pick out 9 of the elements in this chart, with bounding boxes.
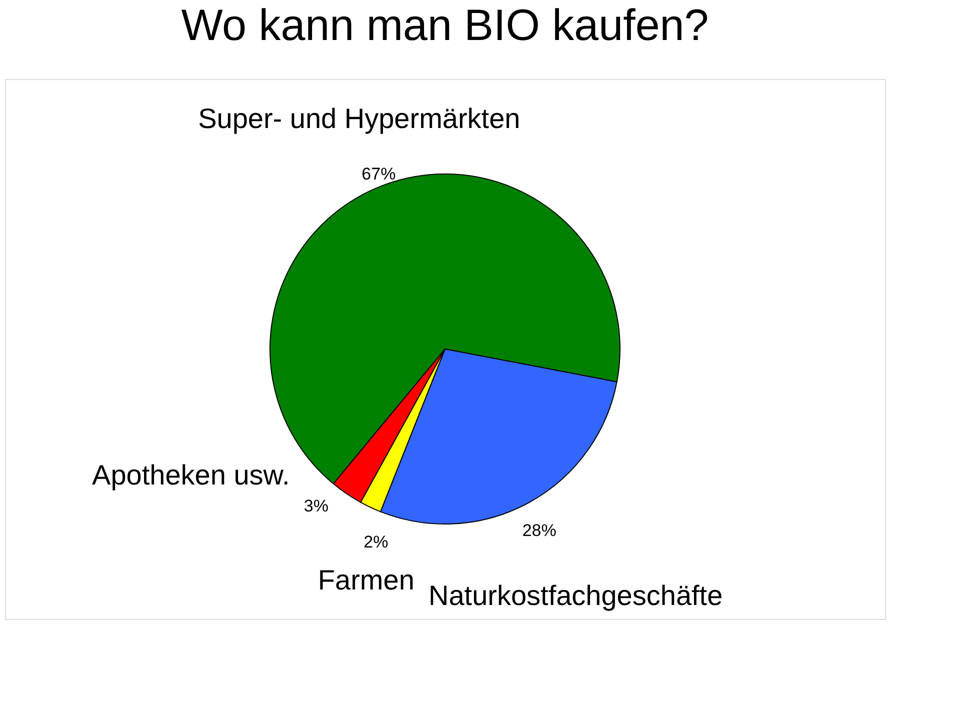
slice-label: Super- und Hypermärkten bbox=[198, 103, 520, 134]
data-label: 2% bbox=[364, 532, 388, 552]
slice-label: Naturkostfachgeschäfte bbox=[428, 580, 723, 611]
slice-label: Farmen bbox=[318, 564, 414, 596]
data-label: 28% bbox=[522, 520, 556, 540]
slice-label: Apotheken usw. bbox=[92, 460, 290, 491]
chart-title: Wo kann man BIO kaufen? bbox=[181, 1, 709, 50]
data-label: 3% bbox=[304, 496, 328, 516]
data-label: 67% bbox=[362, 164, 396, 184]
